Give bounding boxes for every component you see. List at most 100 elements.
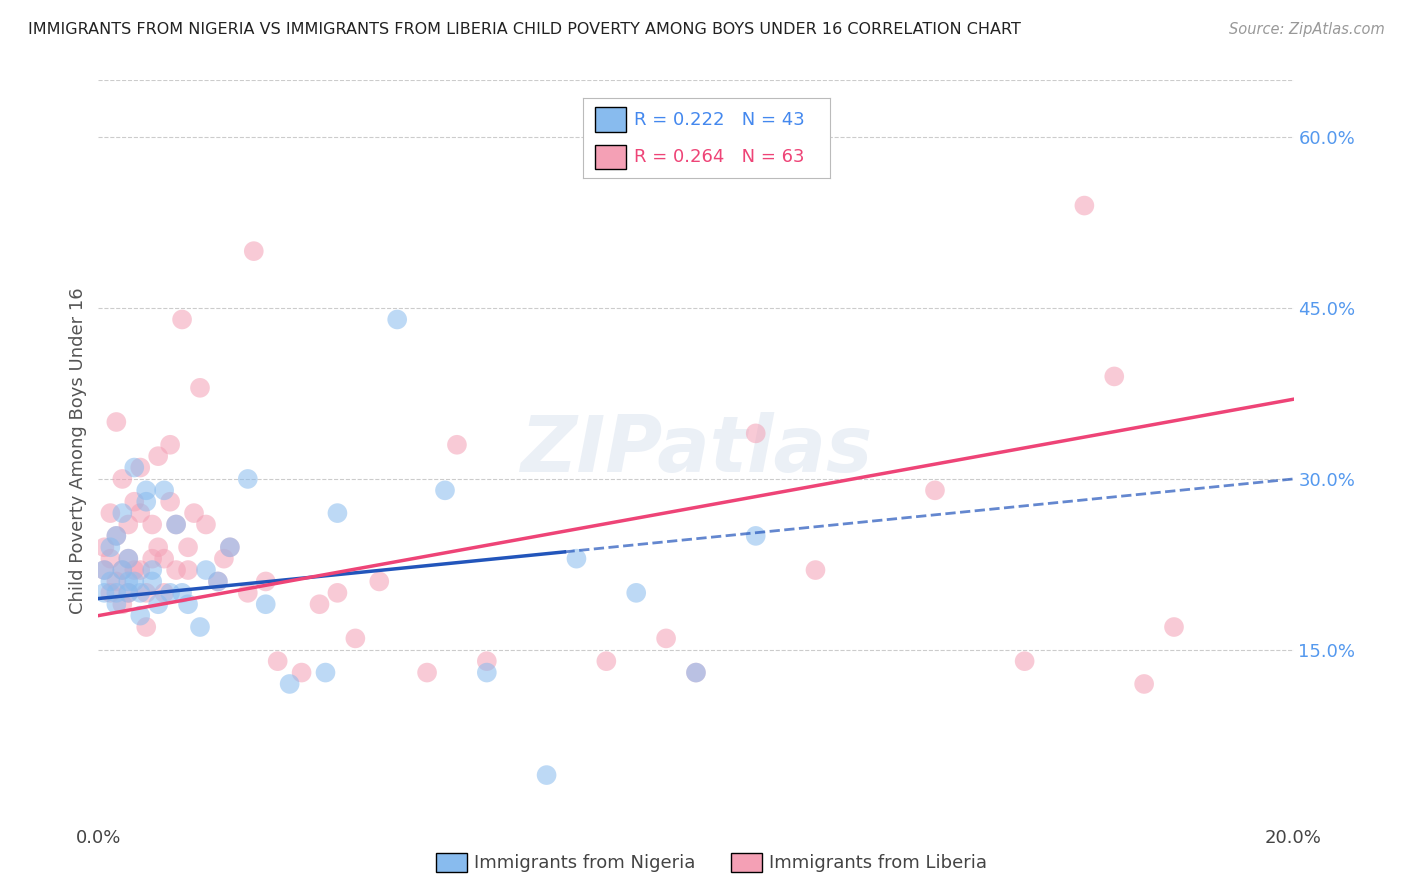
Point: [111, 506, 134, 520]
Point: [111, 563, 134, 577]
Point: [159, 438, 181, 452]
Y-axis label: Child Poverty Among Boys Under 16: Child Poverty Among Boys Under 16: [69, 287, 87, 614]
Point: [141, 563, 163, 577]
Text: Source: ZipAtlas.com: Source: ZipAtlas.com: [1229, 22, 1385, 37]
Point: [105, 586, 128, 600]
Text: R = 0.222   N = 43: R = 0.222 N = 43: [634, 111, 804, 128]
Point: [172, 312, 194, 326]
Point: [1163, 620, 1185, 634]
Point: [117, 586, 139, 600]
Text: IMMIGRANTS FROM NIGERIA VS IMMIGRANTS FROM LIBERIA CHILD POVERTY AMONG BOYS UNDE: IMMIGRANTS FROM NIGERIA VS IMMIGRANTS FR…: [28, 22, 1021, 37]
Point: [129, 563, 152, 577]
Point: [153, 586, 176, 600]
Point: [291, 665, 314, 680]
Point: [98, 586, 122, 600]
Point: [195, 563, 218, 577]
Point: [207, 574, 229, 589]
Point: [129, 460, 152, 475]
Point: [326, 586, 349, 600]
Point: [278, 677, 301, 691]
Point: [344, 632, 367, 646]
Point: [129, 586, 152, 600]
Point: [685, 665, 707, 680]
Point: [117, 551, 139, 566]
Point: [93, 563, 115, 577]
Text: Immigrants from Liberia: Immigrants from Liberia: [769, 854, 987, 871]
Point: [124, 460, 146, 475]
Point: [141, 517, 163, 532]
Point: [148, 541, 170, 555]
Point: [135, 620, 157, 634]
Point: [308, 597, 330, 611]
Point: [129, 608, 152, 623]
Point: [135, 483, 157, 498]
Point: [326, 506, 349, 520]
Point: [1073, 198, 1095, 212]
Point: [416, 665, 439, 680]
Text: R = 0.264   N = 63: R = 0.264 N = 63: [634, 148, 804, 166]
Point: [219, 541, 242, 555]
Point: [177, 563, 200, 577]
Point: [536, 768, 558, 782]
Point: [98, 551, 122, 566]
Text: ZIPatlas: ZIPatlas: [520, 412, 872, 489]
Point: [177, 541, 200, 555]
Point: [117, 586, 139, 600]
Point: [267, 654, 290, 668]
Point: [111, 597, 134, 611]
Point: [141, 574, 163, 589]
Point: [315, 665, 337, 680]
Point: [243, 244, 266, 259]
Point: [117, 551, 139, 566]
Point: [141, 551, 163, 566]
Point: [475, 654, 498, 668]
Point: [745, 529, 768, 543]
Point: [148, 597, 170, 611]
Point: [385, 312, 409, 326]
Point: [159, 494, 181, 508]
Point: [105, 574, 128, 589]
Point: [111, 472, 134, 486]
Point: [148, 449, 170, 463]
Point: [254, 574, 277, 589]
Point: [177, 597, 200, 611]
Point: [626, 586, 648, 600]
Point: [153, 483, 176, 498]
Point: [98, 574, 122, 589]
Point: [165, 563, 187, 577]
Point: [1104, 369, 1126, 384]
Point: [135, 586, 157, 600]
Point: [159, 586, 181, 600]
Point: [1014, 654, 1036, 668]
Point: [165, 517, 187, 532]
Point: [236, 586, 259, 600]
Point: [105, 529, 128, 543]
Point: [188, 381, 211, 395]
Point: [188, 620, 211, 634]
Point: [446, 438, 468, 452]
Point: [117, 574, 139, 589]
Point: [135, 494, 157, 508]
Point: [254, 597, 277, 611]
Point: [105, 597, 128, 611]
Point: [117, 517, 139, 532]
Point: [98, 506, 122, 520]
Point: [368, 574, 391, 589]
Point: [745, 426, 768, 441]
Point: [475, 665, 498, 680]
Point: [236, 472, 259, 486]
Point: [129, 506, 152, 520]
Point: [595, 654, 617, 668]
Point: [183, 506, 205, 520]
Point: [124, 494, 146, 508]
Point: [93, 586, 115, 600]
Point: [924, 483, 946, 498]
Point: [165, 517, 187, 532]
Point: [98, 541, 122, 555]
Point: [685, 665, 707, 680]
Point: [93, 563, 115, 577]
Point: [655, 632, 678, 646]
Point: [207, 574, 229, 589]
Point: [153, 551, 176, 566]
Point: [195, 517, 218, 532]
